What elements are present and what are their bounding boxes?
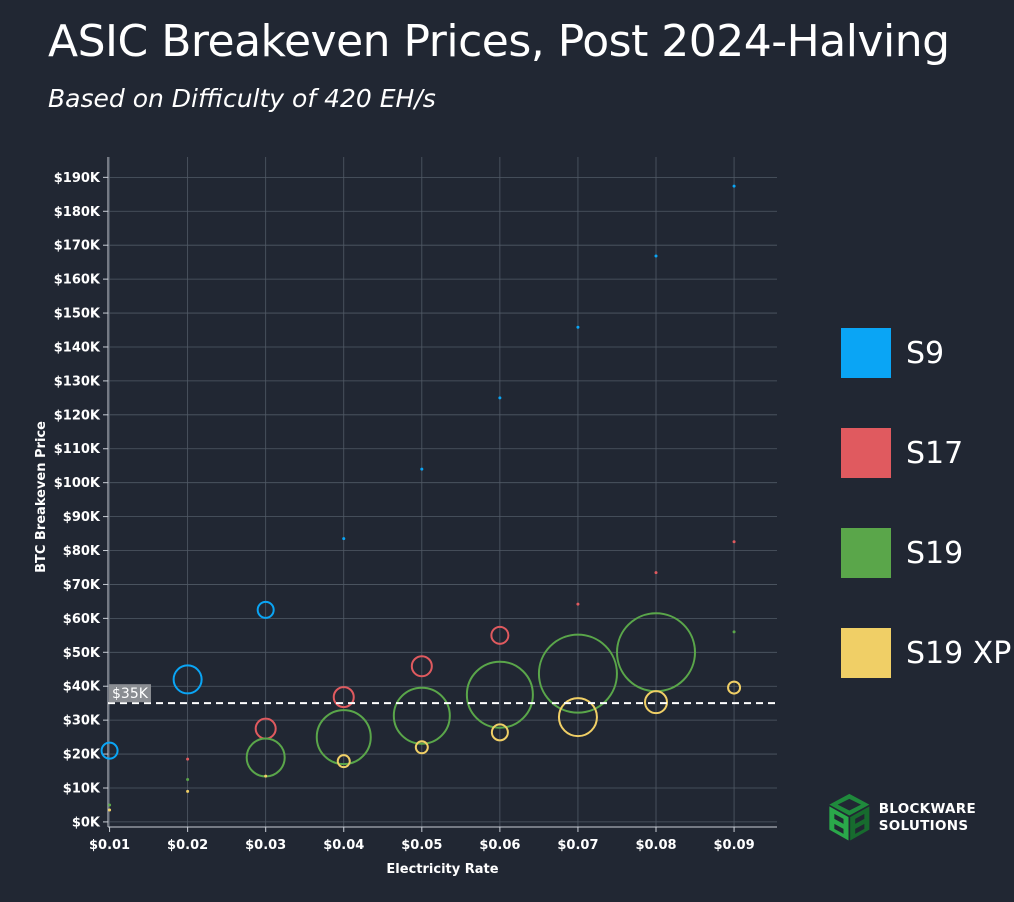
legend-item-s19-xp: S19 XP xyxy=(841,628,1011,678)
y-tick-label: $180K xyxy=(54,205,101,220)
legend-swatch-s19-xp xyxy=(841,628,891,678)
legend-swatch-s9 xyxy=(841,328,891,378)
data-point-s19-xp xyxy=(490,723,509,742)
data-point-s9 xyxy=(498,396,502,400)
data-point-s19-xp xyxy=(414,740,429,755)
y-tick-label: $130K xyxy=(54,374,101,389)
data-point-s19-xp xyxy=(336,754,351,769)
data-point-s17 xyxy=(410,655,433,678)
y-tick-label: $40K xyxy=(63,680,101,695)
data-point-s19-xp xyxy=(108,808,112,812)
series-s19-xp xyxy=(108,680,742,812)
x-tick-label: $0.08 xyxy=(635,838,676,853)
x-tick-label: $0.02 xyxy=(167,838,208,853)
data-point-s9 xyxy=(342,537,346,541)
legend-swatch-s19 xyxy=(841,528,891,578)
data-point-s17 xyxy=(732,540,736,544)
y-tick-label: $160K xyxy=(54,273,101,288)
legend-label-s19: S19 xyxy=(906,535,964,571)
y-tick-label: $110K xyxy=(54,442,101,457)
x-tick-label: $0.03 xyxy=(245,838,286,853)
y-tick-label: $170K xyxy=(54,239,101,254)
y-tick-label: $30K xyxy=(63,714,101,729)
data-point-s19-xp xyxy=(186,789,190,793)
chart-title: ASIC Breakeven Prices, Post 2024-Halving xyxy=(48,16,950,67)
legend-swatch-s17 xyxy=(841,428,891,478)
brand-line-2: SOLUTIONS xyxy=(878,818,969,834)
y-tick-label: $90K xyxy=(63,510,101,525)
legend-item-s17: S17 xyxy=(841,428,963,478)
y-tick-label: $0K xyxy=(72,815,101,830)
y-tick-label: $150K xyxy=(54,307,101,322)
data-point-s19 xyxy=(315,709,372,766)
data-point-s19 xyxy=(108,803,112,807)
y-tick-label: $140K xyxy=(54,340,101,355)
data-point-s19 xyxy=(732,630,736,634)
cube-logo-icon xyxy=(829,793,870,841)
data-point-s19-xp xyxy=(557,697,598,738)
y-tick-label: $20K xyxy=(63,748,101,763)
data-point-s19 xyxy=(465,660,534,729)
data-point-s9 xyxy=(100,741,119,760)
data-point-s19-xp xyxy=(644,690,669,715)
y-tick-label: $10K xyxy=(63,781,101,796)
blockware-logo: BLOCKWARE SOLUTIONS xyxy=(826,786,976,850)
y-axis-label: BTC Breakeven Price xyxy=(34,421,49,573)
reference-label-bg xyxy=(109,684,151,703)
data-point-s9 xyxy=(576,325,580,329)
y-tick-label: $190K xyxy=(54,171,101,186)
data-point-s19 xyxy=(537,633,618,714)
data-point-s9 xyxy=(256,600,275,619)
series-s9 xyxy=(100,184,736,760)
y-tick-label: $60K xyxy=(63,612,101,627)
data-point-s19-xp xyxy=(264,774,268,778)
x-axis-label: Electricity Rate xyxy=(386,862,498,877)
data-point-s17 xyxy=(490,625,510,645)
data-point-s19-xp xyxy=(727,680,742,695)
data-point-s17 xyxy=(654,571,658,575)
y-tick-label: $80K xyxy=(63,544,101,559)
legend-label-s9: S9 xyxy=(906,335,945,371)
y-tick-label: $100K xyxy=(54,476,101,491)
legend-item-s9: S9 xyxy=(841,328,944,378)
data-point-s19 xyxy=(392,686,451,745)
data-point-s9 xyxy=(654,254,658,258)
x-tick-label: $0.05 xyxy=(401,838,442,853)
brand-line-1: BLOCKWARE xyxy=(878,801,976,817)
data-point-s9 xyxy=(172,664,203,695)
legend-label-s19-xp: S19 XP xyxy=(906,635,1012,671)
legend-label-s17: S17 xyxy=(906,435,964,471)
x-tick-label: $0.01 xyxy=(89,838,130,853)
data-point-s17 xyxy=(576,602,580,606)
data-point-s9 xyxy=(420,467,424,471)
series-s17 xyxy=(186,540,736,761)
data-point-s17 xyxy=(332,686,355,709)
data-point-s17 xyxy=(186,757,190,761)
chart-subtitle: Based on Difficulty of 420 EH/s xyxy=(48,84,436,113)
y-tick-label: $120K xyxy=(54,408,101,423)
y-tick-label: $70K xyxy=(63,578,101,593)
data-point-s9 xyxy=(732,184,736,188)
x-tick-label: $0.06 xyxy=(479,838,520,853)
legend-item-s19: S19 xyxy=(841,528,963,578)
x-tick-label: $0.09 xyxy=(714,838,755,853)
y-tick-label: $50K xyxy=(63,646,101,661)
data-point-s19 xyxy=(186,778,190,782)
x-tick-label: $0.04 xyxy=(323,838,364,853)
series-s19 xyxy=(108,612,736,807)
reference-line-label: $35K xyxy=(112,686,149,702)
x-tick-label: $0.07 xyxy=(557,838,598,853)
